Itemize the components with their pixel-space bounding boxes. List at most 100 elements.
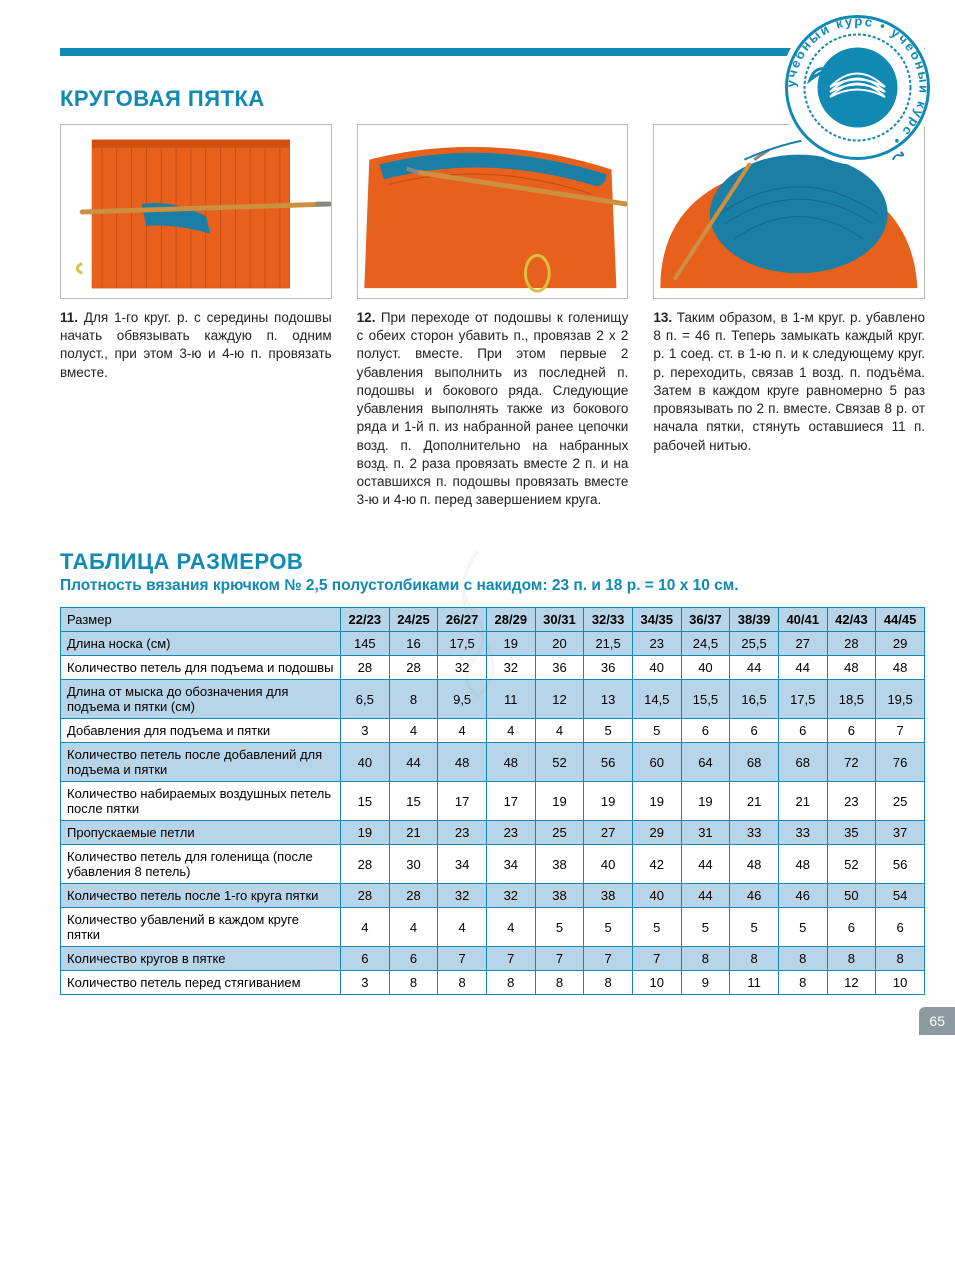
table-cell: 32 (438, 656, 487, 680)
size-table: Размер22/2324/2526/2728/2930/3132/3334/3… (60, 607, 925, 995)
table-cell: 25,5 (730, 632, 779, 656)
table-size-header: 42/43 (827, 608, 876, 632)
table-cell: 21,5 (584, 632, 633, 656)
table-row: Длина от мыска до обозначения для подъем… (61, 680, 925, 719)
table-cell: 14,5 (632, 680, 681, 719)
table-size-header: 22/23 (341, 608, 390, 632)
table-cell: 19 (632, 782, 681, 821)
table-cell: 17,5 (438, 632, 487, 656)
table-row: Пропускаемые петли1921232325272931333335… (61, 821, 925, 845)
table-cell: 4 (438, 908, 487, 947)
table-cell: 28 (341, 884, 390, 908)
table-cell: 32 (486, 884, 535, 908)
table-cell: 16,5 (730, 680, 779, 719)
table-row: Количество петель для подъема и подошвы2… (61, 656, 925, 680)
row-label: Количество петель после 1-го круга пятки (61, 884, 341, 908)
table-cell: 42 (632, 845, 681, 884)
step-12-image (357, 124, 629, 299)
table-cell: 7 (584, 947, 633, 971)
table-row: Количество петель после добавлений для п… (61, 743, 925, 782)
table-cell: 5 (681, 908, 730, 947)
table-cell: 56 (876, 845, 925, 884)
table-cell: 48 (438, 743, 487, 782)
table-cell: 8 (778, 971, 827, 995)
table-cell: 27 (584, 821, 633, 845)
table-cell: 46 (778, 884, 827, 908)
table-cell: 8 (535, 971, 584, 995)
table-cell: 19 (486, 632, 535, 656)
table-cell: 40 (584, 845, 633, 884)
table-row: Количество петель после 1-го круга пятки… (61, 884, 925, 908)
table-cell: 6 (827, 908, 876, 947)
table-cell: 4 (389, 908, 438, 947)
table-cell: 16 (389, 632, 438, 656)
table-row: Количество петель для голенища (после уб… (61, 845, 925, 884)
table-cell: 4 (486, 908, 535, 947)
table-cell: 19,5 (876, 680, 925, 719)
table-cell: 9 (681, 971, 730, 995)
table-cell: 29 (876, 632, 925, 656)
table-cell: 40 (632, 884, 681, 908)
table-cell: 6 (827, 719, 876, 743)
table-cell: 44 (389, 743, 438, 782)
table-row: Количество набираемых воздушных петель п… (61, 782, 925, 821)
table-cell: 40 (341, 743, 390, 782)
table-cell: 54 (876, 884, 925, 908)
table-cell: 10 (632, 971, 681, 995)
table-header-row: Размер22/2324/2526/2728/2930/3132/3334/3… (61, 608, 925, 632)
table-cell: 52 (827, 845, 876, 884)
table-cell: 8 (876, 947, 925, 971)
table-cell: 48 (778, 845, 827, 884)
table-cell: 50 (827, 884, 876, 908)
step-11-text: 11. Для 1-го круг. р. с середины подошвы… (60, 309, 332, 382)
table-cell: 17,5 (778, 680, 827, 719)
table-cell: 3 (341, 971, 390, 995)
table-cell: 48 (486, 743, 535, 782)
table-cell: 7 (486, 947, 535, 971)
table-cell: 12 (535, 680, 584, 719)
table-cell: 8 (827, 947, 876, 971)
table-size-header: 32/33 (584, 608, 633, 632)
step-12-text: 12. При переходе от подошвы к голенищу с… (357, 309, 629, 509)
table-cell: 38 (535, 884, 584, 908)
table-cell: 38 (584, 884, 633, 908)
table-cell: 72 (827, 743, 876, 782)
table-size-header: 26/27 (438, 608, 487, 632)
table-cell: 38 (535, 845, 584, 884)
table-size-header: 40/41 (778, 608, 827, 632)
table-cell: 8 (681, 947, 730, 971)
table-cell: 6,5 (341, 680, 390, 719)
table-cell: 10 (876, 971, 925, 995)
table-row: Длина носка (см)1451617,5192021,52324,52… (61, 632, 925, 656)
table-cell: 12 (827, 971, 876, 995)
table-cell: 6 (681, 719, 730, 743)
table-cell: 21 (389, 821, 438, 845)
row-label: Количество кругов в пятке (61, 947, 341, 971)
table-header-label: Размер (61, 608, 341, 632)
table-cell: 37 (876, 821, 925, 845)
table-cell: 44 (681, 845, 730, 884)
table-cell: 21 (778, 782, 827, 821)
table-cell: 56 (584, 743, 633, 782)
table-cell: 8 (584, 971, 633, 995)
table-cell: 23 (632, 632, 681, 656)
table-cell: 7 (876, 719, 925, 743)
table-cell: 13 (584, 680, 633, 719)
table-cell: 5 (632, 908, 681, 947)
table-cell: 9,5 (438, 680, 487, 719)
table-size-header: 34/35 (632, 608, 681, 632)
step-11: 11. Для 1-го круг. р. с середины подошвы… (60, 124, 332, 509)
table-cell: 46 (730, 884, 779, 908)
table-cell: 25 (535, 821, 584, 845)
table-cell: 5 (535, 908, 584, 947)
table-cell: 4 (535, 719, 584, 743)
table-cell: 44 (730, 656, 779, 680)
table-cell: 68 (778, 743, 827, 782)
table-cell: 4 (389, 719, 438, 743)
table-cell: 8 (730, 947, 779, 971)
table-cell: 18,5 (827, 680, 876, 719)
table-cell: 19 (681, 782, 730, 821)
table-cell: 6 (778, 719, 827, 743)
table-row: Количество петель перед стягиванием38888… (61, 971, 925, 995)
table-cell: 29 (632, 821, 681, 845)
